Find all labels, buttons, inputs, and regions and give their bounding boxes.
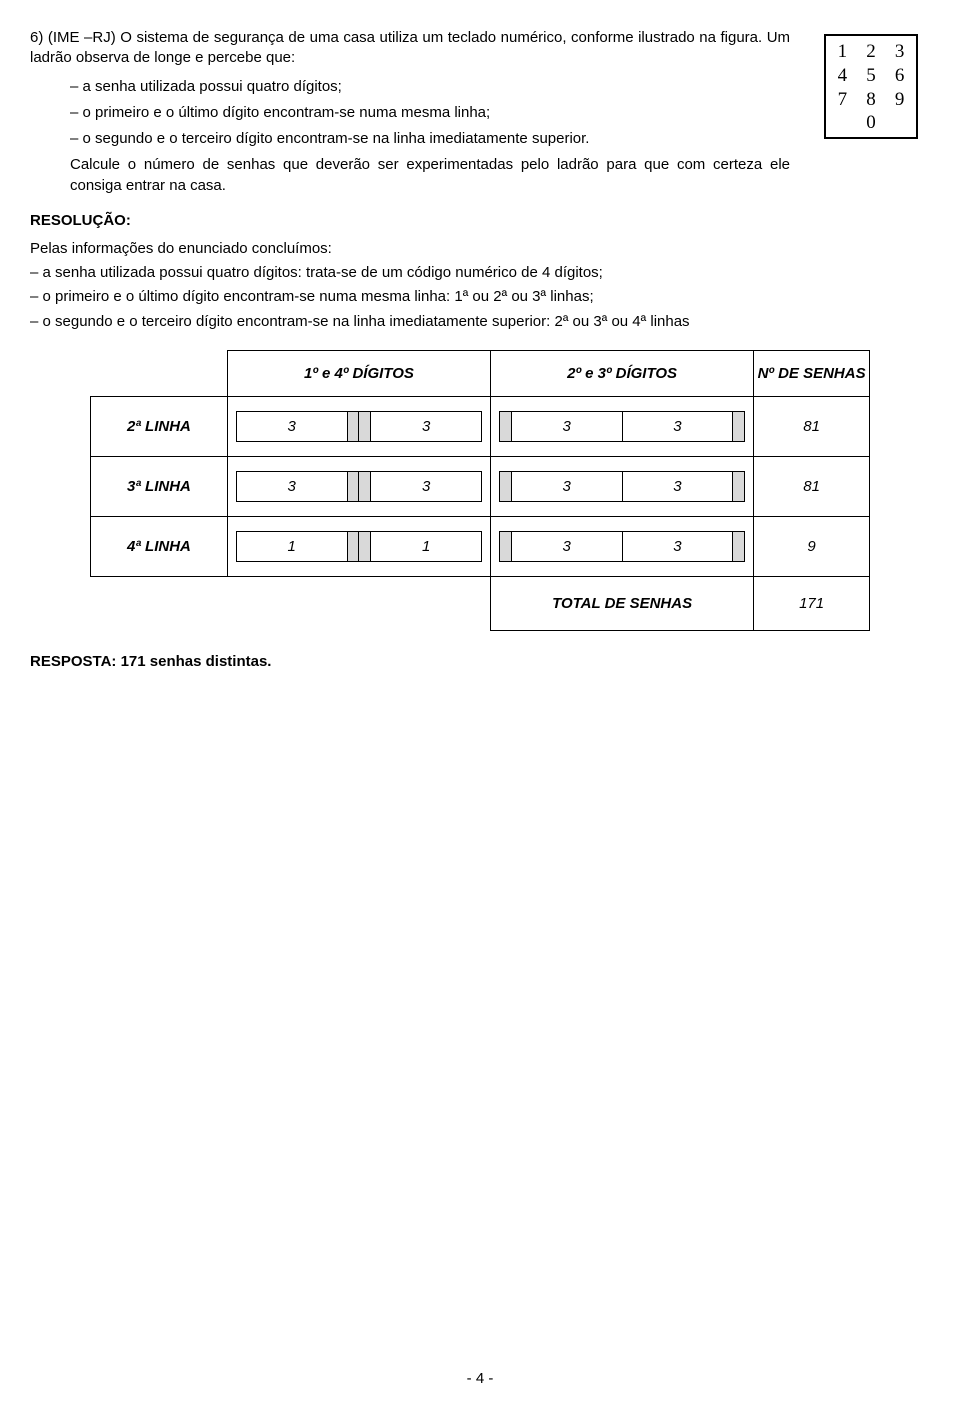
digit-cell-shaded [359,411,371,441]
total-label: TOTAL DE SENHAS [491,576,754,630]
table-header-empty [91,350,228,396]
digit-cell-shaded [733,531,745,561]
info-bullet: – o primeiro e o último dígito encontram… [30,287,900,307]
digit-cell: 3 [622,531,733,561]
digit-cell: 3 [236,471,347,501]
resolution-label: RESOLUÇÃO: [30,212,900,229]
keypad-key: 9 [886,88,914,112]
digit-cell: 3 [371,411,482,441]
digit-cell: 3 [511,531,622,561]
table-header: 1º e 4º DÍGITOS [227,350,490,396]
info-bullet: – o segundo e o terceiro dígito encontra… [30,312,900,332]
question-source: (IME –RJ) [48,29,116,46]
digit-cell-shaded [359,531,371,561]
keypad-key: 2 [857,40,885,64]
keypad-key: 1 [828,40,856,64]
question-intro: O sistema de segurança de uma casa utili… [30,29,790,66]
table-row: 2ª LINHA 3 3 3 3 81 [91,396,870,456]
question-bullet: – a senha utilizada possui quatro dígito… [70,77,790,97]
keypad-key [828,111,856,135]
digit-cell: 3 [371,471,482,501]
keypad-key: 0 [857,111,885,135]
keypad-key [886,111,914,135]
keypad-key: 8 [857,88,885,112]
row-label: 2ª LINHA [91,396,228,456]
keypad-figure: 1 2 3 4 5 6 7 8 9 0 [824,34,918,139]
info-intro: Pelas informações do enunciado concluímo… [30,239,900,259]
info-bullet: – a senha utilizada possui quatro dígito… [30,263,900,283]
answer-text: RESPOSTA: 171 senhas distintas. [30,653,900,670]
question-bullet: – o segundo e o terceiro dígito encontra… [70,129,790,149]
digit-cell-shaded [500,531,512,561]
digit-cell: 1 [371,531,482,561]
total-value: 171 [754,576,870,630]
keypad-key: 3 [886,40,914,64]
page-number: - 4 - [0,1370,960,1387]
table-row: 3ª LINHA 3 3 3 3 81 [91,456,870,516]
keypad-key: 6 [886,64,914,88]
question-number: 6) [30,29,43,46]
digit-cell: 1 [236,531,347,561]
row-label: 3ª LINHA [91,456,228,516]
digit-cell: 3 [511,471,622,501]
table-row: 4ª LINHA 1 1 3 3 9 [91,516,870,576]
digit-cell: 3 [511,411,622,441]
question-bullet: – o primeiro e o último dígito encontram… [70,103,790,123]
table-header: Nº DE SENHAS [754,350,870,396]
count-cell: 9 [754,516,870,576]
count-cell: 81 [754,396,870,456]
calculation-table: 1º e 4º DÍGITOS 2º e 3º DÍGITOS Nº DE SE… [90,350,870,631]
digit-cell-shaded [733,411,745,441]
digit-cell-shaded [347,531,359,561]
row-label: 4ª LINHA [91,516,228,576]
digit-cell-shaded [733,471,745,501]
question-text: 6) (IME –RJ) O sistema de segurança de u… [30,28,900,69]
keypad-key: 4 [828,64,856,88]
digit-cell-shaded [500,471,512,501]
question-calc: Calcule o número de senhas que deverão s… [70,155,790,196]
digit-cell: 3 [236,411,347,441]
table-header: 2º e 3º DÍGITOS [491,350,754,396]
digit-cell-shaded [359,471,371,501]
digit-cell-shaded [347,471,359,501]
keypad-key: 7 [828,88,856,112]
total-row: TOTAL DE SENHAS 171 [91,576,870,630]
digit-cell-shaded [347,411,359,441]
digit-cell-shaded [500,411,512,441]
count-cell: 81 [754,456,870,516]
digit-cell: 3 [622,411,733,441]
digit-cell: 3 [622,471,733,501]
keypad-key: 5 [857,64,885,88]
